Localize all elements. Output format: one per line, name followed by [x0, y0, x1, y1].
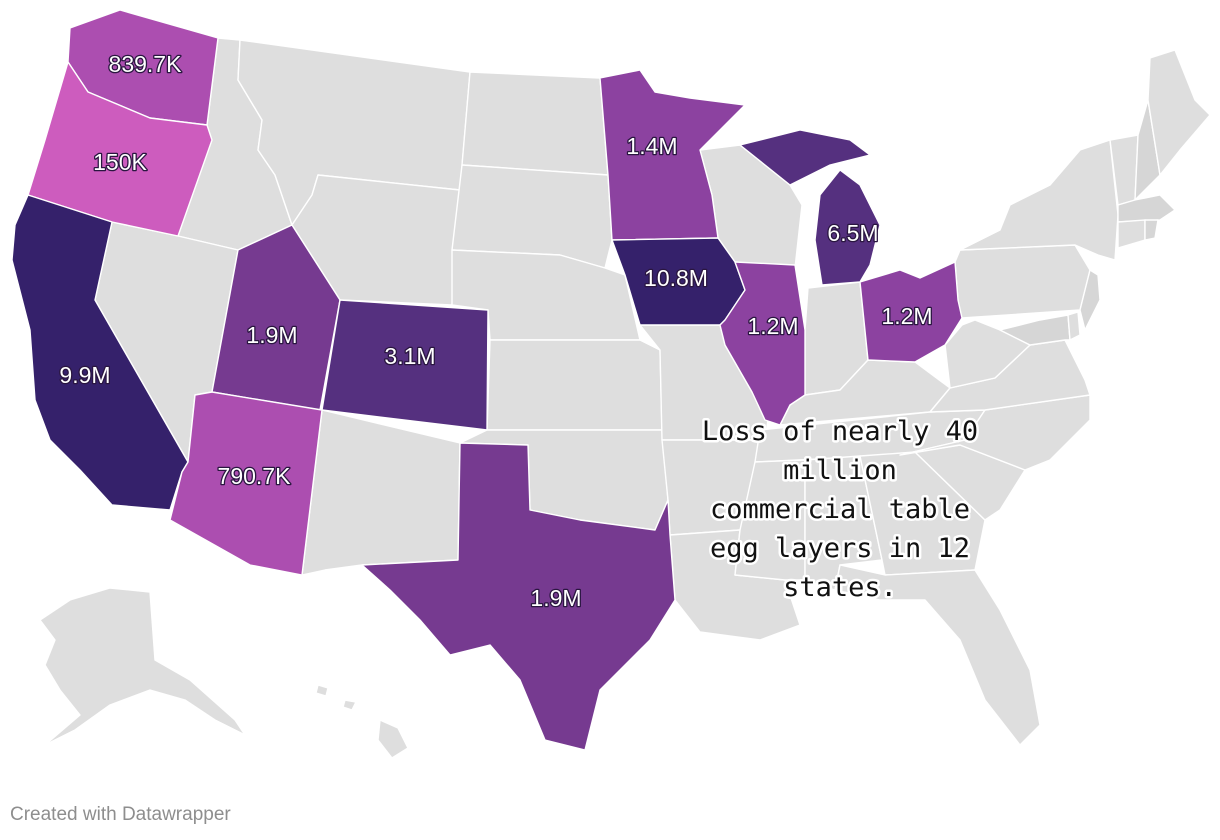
annotation-line-4: egg layers in 12	[710, 533, 970, 564]
state-oregon[interactable]	[27, 61, 213, 237]
state-new-york[interactable]	[959, 139, 1119, 261]
state-alaska[interactable]	[39, 587, 246, 746]
state-value-labels: 839.7K 150K 9.9M 1.9M 3.1M 790.7K 1.9M 1…	[58, 50, 934, 613]
state-michigan[interactable]	[739, 129, 881, 286]
data-states	[11, 9, 963, 751]
state-ohio[interactable]	[859, 261, 963, 363]
state-utah[interactable]	[211, 224, 341, 411]
state-new-mexico[interactable]	[301, 409, 461, 576]
label-iowa: 10.8M	[644, 265, 708, 291]
label-colorado: 3.1M	[384, 343, 435, 369]
state-north-carolina[interactable]	[899, 394, 1091, 471]
annotation-line-2: million	[783, 455, 897, 486]
state-florida[interactable]	[834, 564, 1041, 746]
label-minnesota: 1.4M	[626, 133, 677, 159]
annotation-line-1: Loss of nearly 40	[702, 416, 978, 447]
label-texas: 1.9M	[530, 585, 581, 611]
no-data-states	[39, 37, 1211, 759]
state-california[interactable]	[11, 194, 189, 511]
annotation-line-3: commercial table	[710, 494, 970, 525]
map-annotation: Loss of nearly 40 million commercial tab…	[699, 414, 980, 606]
state-maine[interactable]	[1147, 49, 1211, 176]
state-new-jersey[interactable]	[1079, 269, 1101, 331]
state-arizona[interactable]	[169, 391, 323, 576]
label-michigan: 6.5M	[827, 220, 878, 246]
state-kansas[interactable]	[486, 339, 663, 431]
us-choropleth-map: 839.7K 150K 9.9M 1.9M 3.1M 790.7K 1.9M 1…	[11, 9, 1211, 759]
label-california: 9.9M	[59, 362, 110, 388]
state-delaware[interactable]	[1067, 311, 1081, 341]
state-rhode-island[interactable]	[1144, 219, 1159, 241]
state-hawaii[interactable]	[315, 684, 409, 759]
state-colorado[interactable]	[321, 299, 489, 431]
state-connecticut[interactable]	[1117, 219, 1146, 249]
state-texas[interactable]	[361, 442, 676, 751]
label-washington: 839.7K	[109, 51, 183, 77]
label-arizona: 790.7K	[218, 463, 292, 489]
state-illinois[interactable]	[719, 261, 806, 426]
state-minnesota[interactable]	[599, 69, 746, 241]
label-utah: 1.9M	[246, 322, 297, 348]
label-illinois: 1.2M	[747, 313, 798, 339]
label-ohio: 1.2M	[881, 303, 932, 329]
label-oregon: 150K	[93, 149, 147, 175]
datawrapper-credit: Created with Datawrapper	[10, 804, 231, 825]
state-north-dakota[interactable]	[461, 71, 609, 176]
state-pennsylvania[interactable]	[954, 244, 1091, 326]
annotation-line-5: states.	[783, 572, 897, 603]
